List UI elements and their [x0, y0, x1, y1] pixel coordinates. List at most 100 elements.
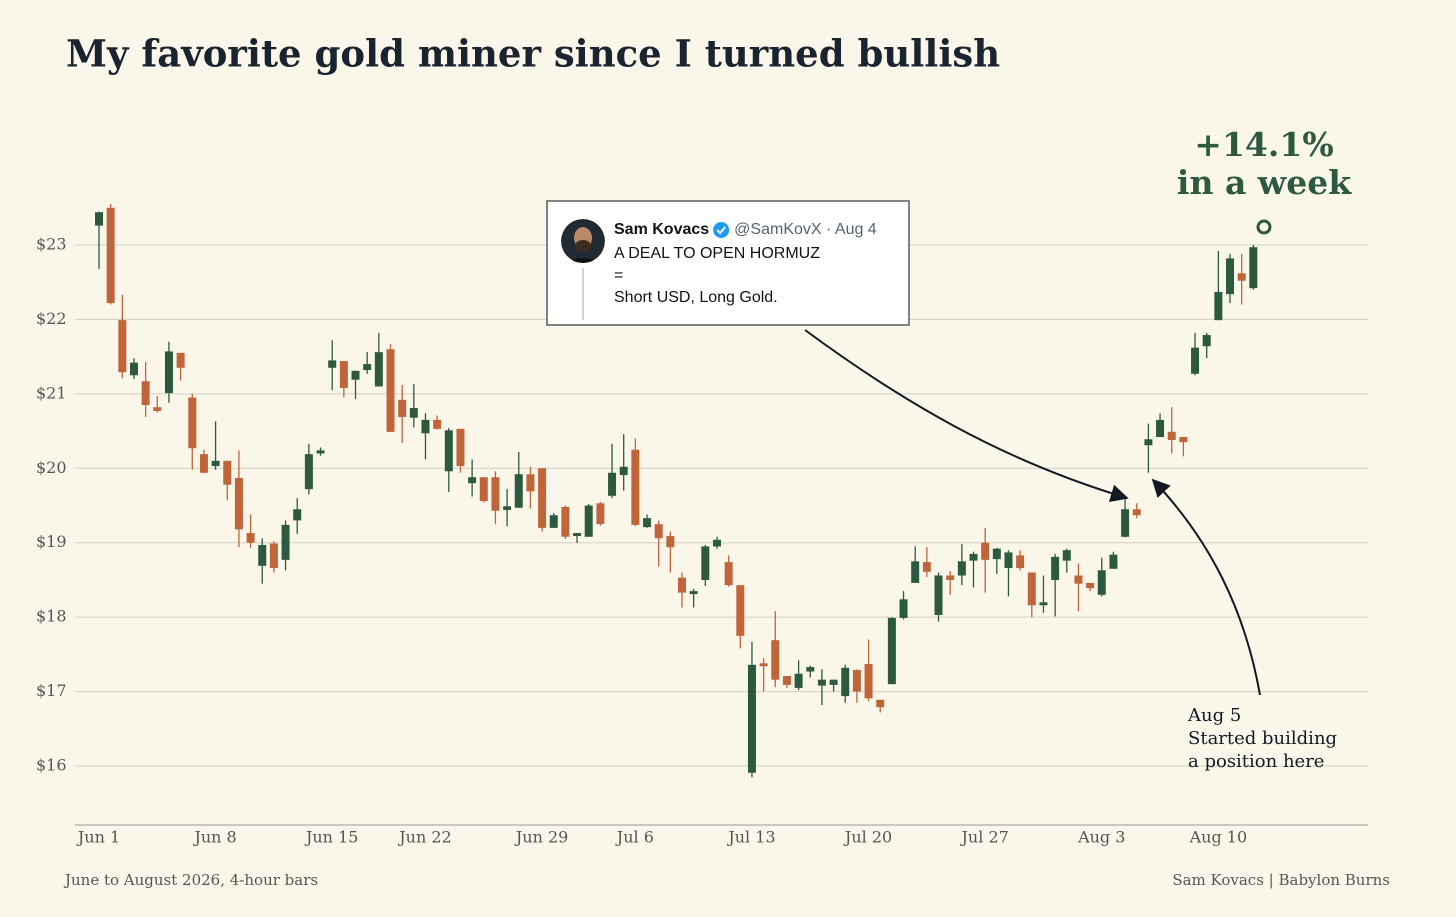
- candle-body: [1097, 570, 1106, 595]
- tweet-text: Short USD, Long Gold.: [614, 289, 778, 306]
- candle-body: [957, 561, 966, 576]
- candle-body: [724, 562, 733, 586]
- candle-body: [841, 667, 850, 697]
- candle-body: [852, 670, 861, 692]
- annotation-arrow: [1151, 478, 1261, 696]
- y-tick-label: $23: [36, 234, 67, 253]
- candle-body: [351, 370, 360, 380]
- x-tick-label: Jun 8: [192, 828, 236, 847]
- y-tick-label: $17: [36, 681, 67, 700]
- candle-body: [701, 546, 710, 580]
- grid: $16 $17 $18 $19 $20 $21 $22 $23 Jun 1 Jun 8 Jun 15…: [36, 234, 1368, 847]
- candle-body: [817, 679, 826, 686]
- annotation: Aug 5: [1187, 705, 1241, 726]
- candle-body: [573, 533, 582, 537]
- candle-body: [199, 454, 208, 473]
- candle-body: [223, 460, 232, 485]
- candle-body: [246, 533, 255, 543]
- caption: June to August 2026, 4-hour bars: [63, 871, 318, 889]
- candle-body: [1132, 509, 1141, 516]
- candle-body: [992, 548, 1001, 560]
- candle-body: [911, 561, 920, 583]
- candle-body: [794, 673, 803, 688]
- candle-body: [829, 679, 838, 685]
- candle-body: [339, 361, 348, 388]
- candle-body: [1109, 554, 1118, 569]
- x-tick-label: Aug 3: [1077, 828, 1125, 847]
- tweet-box: [546, 200, 910, 326]
- candle-body: [631, 449, 640, 525]
- candle-body: [1202, 335, 1211, 347]
- candle-body: [141, 381, 150, 406]
- candle-body: [503, 506, 512, 510]
- candle-body: [328, 360, 337, 368]
- candle-body: [1016, 555, 1025, 569]
- candle-body: [514, 474, 523, 508]
- candle-body: [736, 585, 745, 636]
- candle-body: [106, 207, 115, 304]
- candle-body: [1226, 258, 1235, 295]
- y-tick-label: $19: [36, 532, 67, 551]
- tweet-name: Sam Kovacs: [614, 221, 709, 238]
- candle-body: [1027, 572, 1036, 606]
- candle-body: [549, 515, 558, 528]
- callout: in a week: [1177, 163, 1352, 202]
- candle-body: [946, 575, 955, 580]
- candle-body: [153, 407, 162, 411]
- candle-body: [444, 430, 453, 472]
- x-tick-label: Jul 27: [960, 828, 1009, 847]
- candle-body: [118, 320, 127, 373]
- y-tick-label: $18: [36, 607, 67, 626]
- candle-body: [934, 575, 943, 615]
- candle-body: [1214, 291, 1223, 321]
- annotation: Started building: [1188, 728, 1337, 749]
- candle-body: [1237, 273, 1246, 281]
- candle-body: [409, 408, 418, 418]
- candle-body: [1051, 556, 1060, 580]
- candle-body: [899, 599, 908, 618]
- candle-body: [211, 460, 220, 467]
- candle-body: [689, 591, 698, 595]
- tweet-text: A DEAL TO OPEN HORMUZ: [614, 245, 820, 262]
- x-tick-label: Jul 6: [615, 828, 654, 847]
- candle-body: [1249, 247, 1258, 289]
- x-tick-label: Jun 15: [304, 828, 358, 847]
- candle-body: [281, 524, 290, 560]
- x-tick-label: Jul 13: [726, 828, 775, 847]
- candle-body: [678, 577, 686, 593]
- candle-body: [538, 468, 547, 528]
- candle-body: [643, 518, 652, 528]
- candle-body: [864, 664, 873, 699]
- candle-body: [176, 352, 185, 368]
- y-tick-label: $16: [36, 756, 67, 775]
- candle-body: [491, 477, 500, 511]
- candles: [95, 204, 1258, 778]
- chart-title: My favorite gold miner since I turned bu…: [66, 32, 1000, 76]
- candle-body: [1156, 419, 1165, 438]
- candle-body: [771, 640, 780, 680]
- x-tick-label: Jun 1: [76, 828, 120, 847]
- candle-body: [304, 454, 313, 490]
- candle-body: [293, 509, 302, 521]
- candle-body: [712, 539, 721, 547]
- candle-body: [398, 399, 407, 417]
- candle-body: [806, 667, 815, 672]
- avatar: [561, 219, 605, 263]
- candle-body: [164, 351, 173, 394]
- candle-body: [1086, 582, 1095, 589]
- candle-body: [456, 428, 465, 467]
- verified-badge: [713, 222, 730, 238]
- candle-body: [887, 617, 896, 685]
- y-tick-label: $20: [36, 458, 67, 477]
- candle-body: [1167, 431, 1176, 441]
- candle-body: [747, 664, 756, 773]
- candle-body: [876, 699, 885, 708]
- x-tick-label: Jun 29: [514, 828, 568, 847]
- tweet-card: Sam Kovacs @SamKovX · Aug 4 A DEAL TO OP…: [546, 200, 910, 326]
- candle-body: [1144, 439, 1153, 446]
- candle-body: [584, 505, 593, 537]
- candle-body: [1039, 602, 1048, 606]
- y-tick-label: $22: [36, 309, 67, 328]
- candle-body: [386, 349, 395, 432]
